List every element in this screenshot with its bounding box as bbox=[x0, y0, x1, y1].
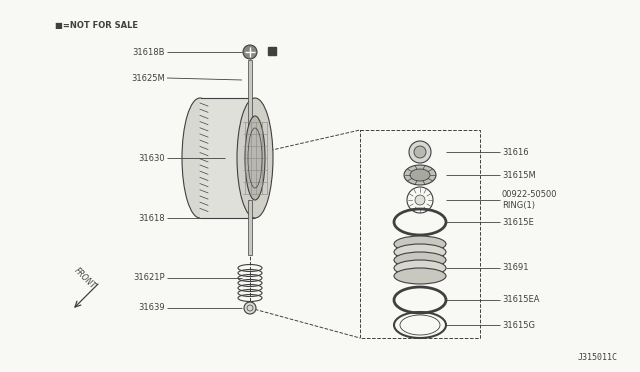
Text: 31618: 31618 bbox=[138, 214, 165, 222]
Text: 31615EA: 31615EA bbox=[502, 295, 540, 305]
Ellipse shape bbox=[394, 268, 446, 284]
Circle shape bbox=[414, 146, 426, 158]
Ellipse shape bbox=[404, 165, 436, 185]
Text: 31615E: 31615E bbox=[502, 218, 534, 227]
Circle shape bbox=[415, 195, 425, 205]
Bar bbox=[248, 60, 252, 150]
Circle shape bbox=[244, 302, 256, 314]
Text: 31639: 31639 bbox=[138, 304, 165, 312]
Ellipse shape bbox=[237, 98, 273, 218]
Ellipse shape bbox=[394, 260, 446, 276]
Text: 31621P: 31621P bbox=[133, 273, 165, 282]
Ellipse shape bbox=[394, 252, 446, 268]
Text: FRONT: FRONT bbox=[72, 266, 97, 291]
Circle shape bbox=[409, 141, 431, 163]
Ellipse shape bbox=[394, 244, 446, 260]
Ellipse shape bbox=[410, 169, 430, 181]
Text: ■=NOT FOR SALE: ■=NOT FOR SALE bbox=[55, 21, 138, 30]
Text: 31691: 31691 bbox=[502, 263, 529, 273]
Text: 31618B: 31618B bbox=[132, 48, 165, 57]
Text: 31615M: 31615M bbox=[502, 170, 536, 180]
Text: 31616: 31616 bbox=[502, 148, 529, 157]
Ellipse shape bbox=[245, 116, 265, 200]
Text: 31615G: 31615G bbox=[502, 321, 535, 330]
Bar bbox=[360, 130, 480, 338]
Text: 00922-50500
RING(1): 00922-50500 RING(1) bbox=[502, 190, 557, 210]
Bar bbox=[248, 200, 252, 255]
Text: 31630: 31630 bbox=[138, 154, 165, 163]
Ellipse shape bbox=[394, 236, 446, 252]
Circle shape bbox=[243, 45, 257, 59]
Ellipse shape bbox=[182, 98, 218, 218]
Text: 31625M: 31625M bbox=[131, 74, 165, 83]
Text: J315011C: J315011C bbox=[578, 353, 618, 362]
Bar bbox=[268, 47, 276, 55]
Bar bbox=[200, 98, 255, 218]
